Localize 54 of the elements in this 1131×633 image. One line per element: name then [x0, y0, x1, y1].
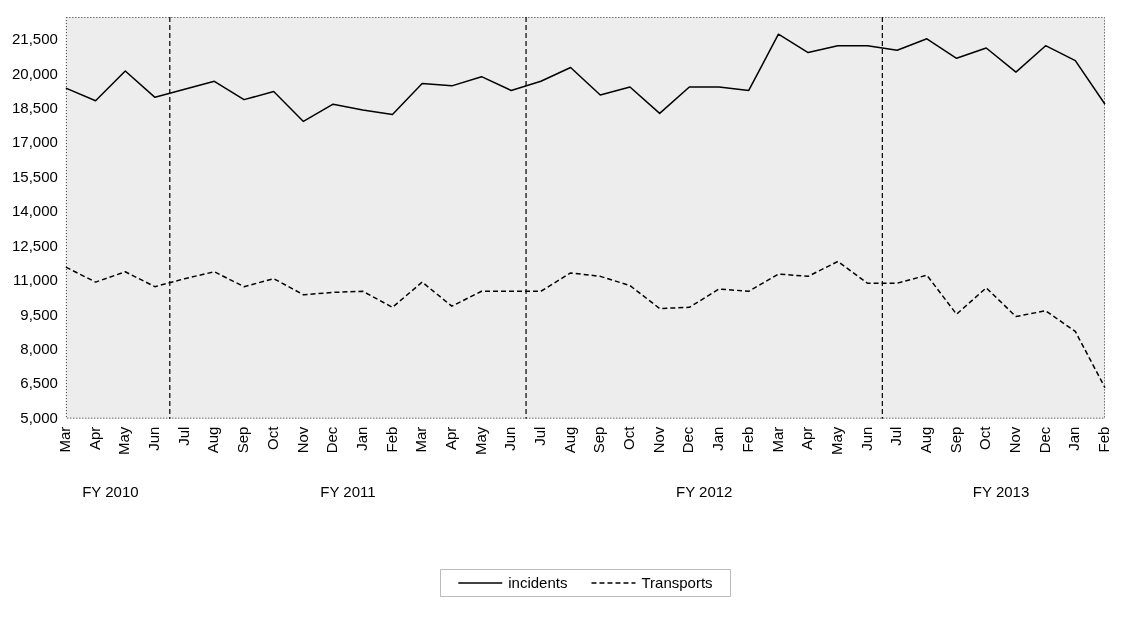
x-tick-label: Apr — [85, 426, 103, 451]
x-tick-label: Jun — [145, 426, 163, 451]
x-tick-label: Feb — [738, 426, 756, 453]
x-tick-label: Jun — [857, 426, 875, 451]
legend-label: Transports — [641, 574, 713, 592]
x-tick-label: Jan — [352, 426, 370, 451]
x-tick-label: Jun — [501, 426, 519, 451]
text: FY 2010 — [82, 482, 139, 500]
x-tick-label: Dec — [679, 426, 697, 454]
x-tick-label: Oct — [976, 425, 994, 451]
x-tick-label: Jan — [1065, 426, 1083, 451]
x-tick-label: Jul — [531, 426, 549, 446]
x-tick-label: Sep — [946, 426, 964, 454]
x-tick-label: Oct — [263, 425, 281, 451]
y-tick-label: 17,000 — [11, 133, 58, 151]
x-tick-label: May — [827, 426, 845, 456]
x-tick-label: Oct — [620, 425, 638, 451]
x-tick-label: Nov — [1006, 426, 1024, 454]
x-tick-label: Sep — [590, 426, 608, 454]
x-tick-label: May — [471, 426, 489, 456]
y-tick-label: 18,500 — [11, 98, 58, 116]
y-tick-label: 8,000 — [20, 339, 58, 357]
x-tick-label: Jan — [709, 426, 727, 451]
x-tick-label: Apr — [798, 426, 816, 451]
text: FY 2013 — [972, 482, 1030, 500]
x-tick-label: Apr — [441, 426, 459, 451]
legend-label: incidents — [508, 574, 568, 592]
x-tick-label: Dec — [1035, 426, 1053, 454]
x-tick-label: Mar — [768, 426, 786, 453]
x-tick-label: Aug — [204, 426, 222, 454]
y-tick-label: 11,000 — [13, 271, 58, 289]
x-tick-label: Jul — [887, 426, 905, 446]
y-tick-label: 12,500 — [11, 236, 58, 254]
x-tick-label: Feb — [1095, 426, 1113, 453]
x-tick-label: Mar — [56, 426, 74, 453]
x-tick-label: Jul — [174, 426, 192, 446]
y-tick-label: 14,000 — [11, 202, 58, 220]
x-tick-label: Dec — [323, 426, 341, 454]
text: FY 2012 — [675, 482, 733, 500]
x-tick-label: Nov — [649, 426, 667, 454]
x-tick-label: Mar — [412, 426, 430, 453]
y-tick-label: 9,500 — [20, 305, 58, 323]
x-tick-label: Nov — [293, 426, 311, 454]
x-tick-label: Sep — [234, 426, 252, 454]
y-tick-label: 21,500 — [11, 30, 58, 48]
y-tick-label: 15,500 — [11, 167, 58, 185]
y-tick-label: 20,000 — [11, 64, 58, 82]
x-tick-label: Aug — [917, 426, 935, 454]
y-tick-label: 5,000 — [20, 408, 58, 426]
text: FY 2011 — [320, 482, 376, 500]
y-tick-label: 6,500 — [20, 374, 58, 392]
x-tick-label: Feb — [382, 426, 400, 453]
x-tick-label: May — [115, 426, 133, 456]
x-tick-label: Aug — [560, 426, 578, 454]
